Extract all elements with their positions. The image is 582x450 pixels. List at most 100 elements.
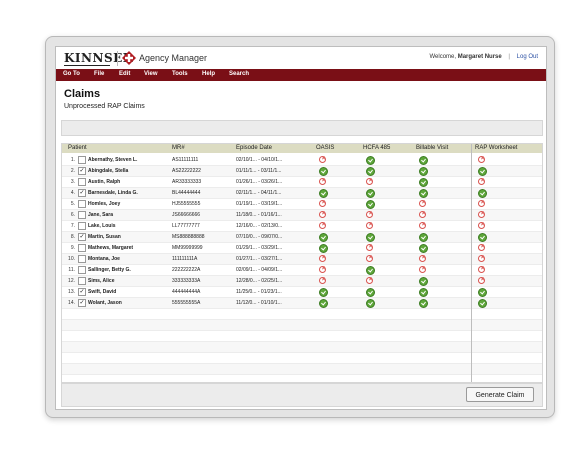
menu-file[interactable]: File [94, 71, 105, 77]
table-row[interactable]: 4. ✓ Barnesdale, Linda G. BL44444444 02/11/1… [62, 188, 542, 199]
table-row[interactable]: 10. Montana, Joe 111111111A 01/27/1... - 03… [62, 254, 542, 265]
row-checkbox[interactable] [78, 156, 86, 164]
red-x-icon [366, 210, 374, 218]
table-row[interactable]: 5. Homles, Joey HJ55555555 01/19/1... - 03/… [62, 199, 542, 210]
green-check-icon [419, 299, 428, 308]
column-patient[interactable]: Patient [68, 145, 87, 151]
menu-view[interactable]: View [144, 71, 158, 77]
row-checkbox[interactable] [78, 277, 86, 285]
row-number: 8. [70, 234, 75, 240]
mr-number: MS888888888 [172, 234, 205, 240]
row-checkbox[interactable]: ✓ [78, 288, 86, 296]
green-check-icon [366, 189, 375, 198]
green-check-icon [366, 299, 375, 308]
menu-tools[interactable]: Tools [172, 71, 188, 77]
table-row[interactable]: 9. Mathews, Margaret MM99999999 01/29/1... … [62, 243, 542, 254]
red-x-icon [366, 177, 374, 185]
red-x-icon [419, 221, 427, 229]
table-row[interactable]: 3. Austin, Ralph AR33333333 01/26/1... - 03… [62, 177, 542, 188]
green-check-icon [478, 233, 487, 242]
row-checkbox[interactable] [78, 244, 86, 252]
row-checkbox[interactable] [78, 266, 86, 274]
red-x-icon [478, 210, 486, 218]
menu-goto[interactable]: Go To [63, 71, 80, 77]
red-x-icon [478, 155, 486, 163]
logo-divider [117, 51, 118, 66]
patient-name: Martin, Susan [88, 234, 121, 240]
table-row[interactable]: 14. ✓ Wolant, Jason 555555555A 11/12/0... - … [62, 298, 542, 309]
red-x-icon [319, 254, 327, 262]
green-check-icon [319, 233, 328, 242]
logout-link[interactable]: Log Out [516, 54, 538, 60]
red-x-icon [478, 265, 486, 273]
column-oasis[interactable]: OASIS [316, 145, 335, 151]
menu-help[interactable]: Help [202, 71, 216, 77]
row-checkbox[interactable] [78, 200, 86, 208]
empty-row [62, 320, 542, 331]
patient-name: Barnesdale, Linda G. [88, 190, 138, 196]
row-checkbox[interactable] [78, 222, 86, 230]
page-title: Claims [64, 88, 101, 100]
red-x-icon [319, 276, 327, 284]
row-checkbox[interactable] [78, 178, 86, 186]
mr-number: LL77777777 [172, 223, 200, 229]
episode-date: 01/29/1... - 03/29/1... [236, 245, 283, 251]
welcome-prefix: Welcome, [429, 54, 457, 60]
generate-claim-button[interactable]: Generate Claim [466, 387, 534, 402]
column-rap-worksheet[interactable]: RAP Worksheet [475, 145, 518, 151]
red-x-icon [319, 265, 327, 273]
red-x-icon [319, 199, 327, 207]
menu-edit[interactable]: Edit [119, 71, 131, 77]
green-check-icon [478, 167, 487, 176]
menu-search[interactable]: Search [229, 71, 250, 77]
grid-header: Patient MR# Episode Date OASIS HCFA 485 … [62, 144, 542, 153]
column-episode-date[interactable]: Episode Date [236, 145, 273, 151]
row-checkbox[interactable]: ✓ [78, 167, 86, 175]
green-check-icon [419, 244, 428, 253]
row-checkbox[interactable] [78, 255, 86, 263]
red-x-icon [319, 177, 327, 185]
red-cross-diamond-icon [122, 51, 136, 65]
episode-date: 01/11/1... - 03/11/1... [236, 168, 282, 174]
table-row[interactable]: 6. Jane, Sara JS66666666 11/18/0... - 01/16… [62, 210, 542, 221]
table-row[interactable]: 2. ✓ Abingdale, Stella AS22222222 01/11/1...… [62, 166, 542, 177]
column-hcfa485[interactable]: HCFA 485 [363, 145, 391, 151]
empty-row [62, 342, 542, 353]
table-row[interactable]: 8. ✓ Martin, Susan MS888888888 07/10/0... - … [62, 232, 542, 243]
empty-row [62, 364, 542, 375]
red-x-icon [478, 276, 486, 284]
row-number: 14. [68, 300, 75, 306]
row-number: 12. [68, 278, 75, 284]
patient-name: Sallinger, Betty G. [88, 267, 131, 273]
table-row[interactable]: 12. Sims, Alice 333333333A 12/28/0... - 02/… [62, 276, 542, 287]
patient-name: Abingdale, Stella [88, 168, 129, 174]
welcome-area: Welcome, Margaret Nurse | Log Out [429, 54, 538, 60]
empty-row [62, 353, 542, 364]
table-row[interactable]: 11. Sallinger, Betty G. 222222222A 02/09/1.… [62, 265, 542, 276]
row-checkbox[interactable]: ✓ [78, 299, 86, 307]
table-row[interactable]: 7. Lake, Louis LL77777777 12/16/0... - 02/1… [62, 221, 542, 232]
row-checkbox[interactable]: ✓ [78, 189, 86, 197]
kinnser-logo: KINNSER [64, 51, 134, 65]
row-checkbox[interactable] [78, 211, 86, 219]
green-check-icon [366, 233, 375, 242]
column-mr[interactable]: MR# [172, 145, 185, 151]
table-row[interactable]: 1. Abernathy, Steven L. AS11111111 02/10/1.… [62, 155, 542, 166]
column-billable-visit[interactable]: Billable Visit [416, 145, 449, 151]
green-check-icon [419, 277, 428, 286]
red-x-icon [419, 254, 427, 262]
green-check-icon [366, 288, 375, 297]
green-check-icon [419, 178, 428, 187]
patient-name: Mathews, Margaret [88, 245, 134, 251]
row-number: 6. [70, 212, 75, 218]
mr-number: 444444444A [172, 289, 201, 295]
mr-number: AR33333333 [172, 179, 202, 185]
red-x-icon [319, 221, 327, 229]
row-checkbox[interactable]: ✓ [78, 233, 86, 241]
table-row[interactable]: 13. ✓ Swift, David 444444444A 11/25/0... - 0… [62, 287, 542, 298]
green-check-icon [478, 189, 487, 198]
empty-row [62, 331, 542, 342]
mr-number: JS66666666 [172, 212, 201, 218]
row-number: 11. [68, 267, 75, 273]
welcome-separator: | [508, 54, 510, 60]
